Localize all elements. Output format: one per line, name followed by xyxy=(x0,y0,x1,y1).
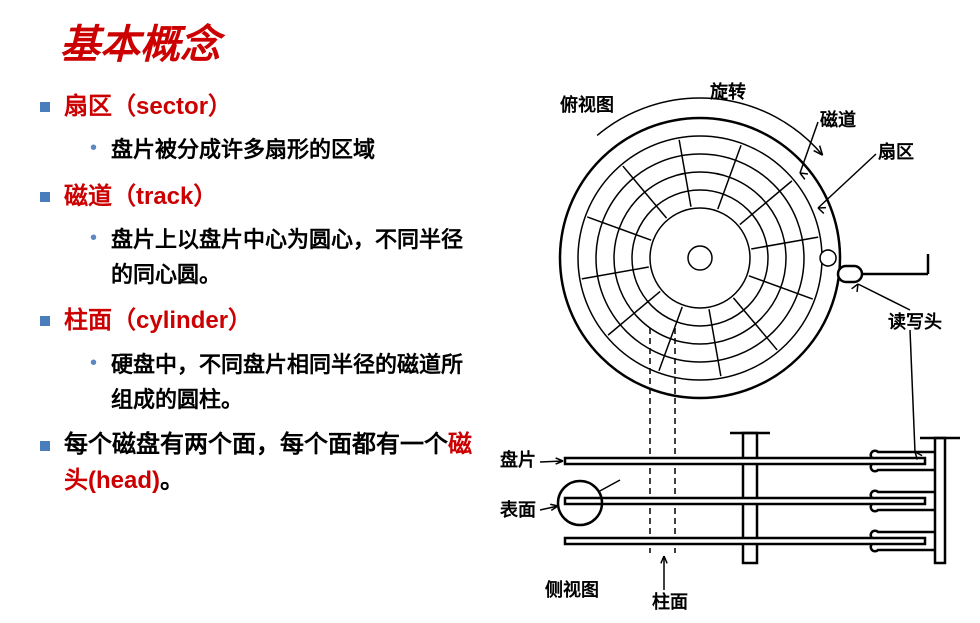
svg-text:盘片: 盘片 xyxy=(500,449,536,470)
svg-text:表面: 表面 xyxy=(500,499,536,520)
svg-text:读写头: 读写头 xyxy=(888,311,942,332)
concept-cylinder: 柱面（cylinder） • 硬盘中，不同盘片相同半径的磁道所组成的圆柱。 xyxy=(40,302,480,423)
svg-text:磁道: 磁道 xyxy=(820,109,856,130)
concept-track: 磁道（track） • 盘片上以盘片中心为圆心，不同半径的同心圆。 xyxy=(40,178,480,299)
term-cylinder: 柱面（cylinder） xyxy=(64,302,252,340)
svg-text:柱面: 柱面 xyxy=(652,591,688,612)
svg-text:俯视图: 俯视图 xyxy=(560,94,614,115)
page-title: 基本概念 xyxy=(0,0,980,78)
desc-sector: 盘片被分成许多扇形的区域 xyxy=(111,132,375,167)
diagram-column: 俯视图旋转磁道扇区读写头盘片表面侧视图柱面 xyxy=(480,78,980,588)
dot-icon: • xyxy=(90,132,97,164)
term-track: 磁道（track） xyxy=(64,178,217,216)
content-row: 扇区（sector） • 盘片被分成许多扇形的区域 磁道（track） • 盘片上以… xyxy=(0,78,980,588)
term-sector: 扇区（sector） xyxy=(64,88,232,126)
svg-text:旋转: 旋转 xyxy=(709,81,746,102)
concept-head: 每个磁盘有两个面，每个面都有一个磁头(head)。 xyxy=(40,427,480,499)
bullet-icon xyxy=(40,192,50,202)
term-head: 每个磁盘有两个面，每个面都有一个磁头(head)。 xyxy=(64,427,480,499)
concept-sector: 扇区（sector） • 盘片被分成许多扇形的区域 xyxy=(40,88,480,174)
text-column: 扇区（sector） • 盘片被分成许多扇形的区域 磁道（track） • 盘片上以… xyxy=(0,78,480,588)
svg-text:扇区: 扇区 xyxy=(878,141,914,162)
desc-track: 盘片上以盘片中心为圆心，不同半径的同心圆。 xyxy=(111,222,480,292)
bullet-icon xyxy=(40,102,50,112)
bullet-icon xyxy=(40,316,50,326)
dot-icon: • xyxy=(90,347,97,379)
desc-cylinder: 硬盘中，不同盘片相同半径的磁道所组成的圆柱。 xyxy=(111,347,480,417)
disk-diagram: 俯视图旋转磁道扇区读写头盘片表面侧视图柱面 xyxy=(480,78,980,618)
dot-icon: • xyxy=(90,222,97,254)
bullet-icon xyxy=(40,441,50,451)
